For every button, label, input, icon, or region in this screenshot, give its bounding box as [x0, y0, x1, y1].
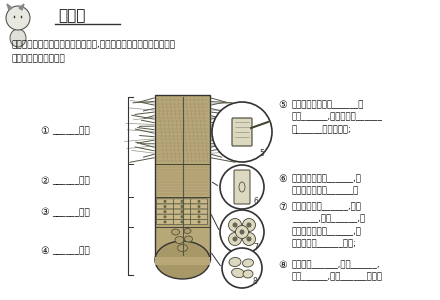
Text: 分细胞的特点及功能。: 分细胞的特点及功能。	[12, 54, 66, 63]
FancyBboxPatch shape	[157, 214, 173, 219]
FancyBboxPatch shape	[173, 204, 191, 209]
FancyBboxPatch shape	[232, 118, 252, 146]
Text: ______区；: ______区；	[52, 176, 90, 185]
Circle shape	[235, 226, 249, 238]
Circle shape	[198, 220, 201, 224]
Text: 使根尖长度不断______；: 使根尖长度不断______；	[292, 187, 359, 196]
Circle shape	[6, 6, 30, 30]
Circle shape	[198, 205, 201, 208]
FancyBboxPatch shape	[191, 209, 208, 214]
FancyBboxPatch shape	[155, 95, 210, 260]
Circle shape	[164, 215, 166, 218]
Circle shape	[180, 215, 183, 218]
Ellipse shape	[175, 236, 184, 244]
Circle shape	[220, 210, 264, 254]
Circle shape	[228, 232, 242, 245]
Circle shape	[228, 218, 242, 232]
Text: 该区细胞能迅速______,致: 该区细胞能迅速______,致	[292, 174, 362, 183]
Circle shape	[180, 210, 183, 213]
Ellipse shape	[10, 29, 26, 47]
FancyBboxPatch shape	[191, 214, 208, 219]
Circle shape	[180, 220, 183, 224]
FancyBboxPatch shape	[191, 219, 208, 224]
Circle shape	[222, 248, 262, 288]
Polygon shape	[19, 4, 24, 10]
Text: 排列______,具有______作用。: 排列______,具有______作用。	[292, 272, 383, 281]
Text: 和______的主要部位;: 和______的主要部位;	[292, 125, 352, 134]
Text: 不断地分裂产生______,它: 不断地分裂产生______,它	[292, 227, 362, 236]
Ellipse shape	[177, 244, 187, 251]
Circle shape	[232, 223, 238, 227]
Circle shape	[212, 102, 272, 162]
Text: ④: ④	[40, 246, 49, 256]
Text: 该区细胞体积______,近似: 该区细胞体积______,近似	[292, 202, 362, 211]
Circle shape	[246, 236, 252, 242]
Text: ______区；: ______区；	[52, 208, 90, 217]
Ellipse shape	[172, 229, 180, 235]
Circle shape	[164, 205, 166, 208]
FancyBboxPatch shape	[191, 199, 208, 204]
Text: 该区表皮细胞向外______形: 该区表皮细胞向外______形	[292, 100, 364, 109]
Text: ①: ①	[40, 126, 49, 136]
Text: ______区；: ______区；	[52, 247, 90, 256]
Text: ______,排列______,能: ______,排列______,能	[292, 214, 365, 224]
Ellipse shape	[184, 229, 191, 233]
Text: ⑤: ⑤	[278, 100, 287, 110]
Polygon shape	[7, 4, 12, 10]
FancyBboxPatch shape	[234, 170, 250, 204]
FancyBboxPatch shape	[173, 209, 191, 214]
Text: ⑦: ⑦	[278, 202, 287, 212]
Circle shape	[164, 220, 166, 224]
Text: ⑧: ⑧	[278, 260, 287, 270]
FancyBboxPatch shape	[157, 219, 173, 224]
FancyBboxPatch shape	[155, 257, 210, 265]
Circle shape	[198, 200, 201, 203]
FancyBboxPatch shape	[157, 209, 173, 214]
Text: 请根据根尖的立体结构和平面结构图,填写根尖的四个组成部分及各部: 请根据根尖的立体结构和平面结构图,填写根尖的四个组成部分及各部	[12, 40, 176, 49]
Ellipse shape	[231, 268, 244, 278]
FancyBboxPatch shape	[157, 204, 173, 209]
Circle shape	[220, 165, 264, 209]
Circle shape	[246, 223, 252, 227]
FancyBboxPatch shape	[157, 199, 173, 204]
Circle shape	[180, 200, 183, 203]
Ellipse shape	[243, 270, 253, 278]
Text: 7: 7	[253, 242, 258, 251]
Circle shape	[198, 215, 201, 218]
Text: 该区细胞______,形状______,: 该区细胞______,形状______,	[292, 260, 381, 269]
Circle shape	[180, 205, 183, 208]
Circle shape	[164, 200, 166, 203]
Text: 成的______,它是根吸收______: 成的______,它是根吸收______	[292, 112, 383, 122]
Circle shape	[242, 218, 256, 232]
Ellipse shape	[184, 236, 193, 242]
FancyBboxPatch shape	[173, 199, 191, 204]
Text: 是根生长的______部位;: 是根生长的______部位;	[292, 239, 357, 248]
Circle shape	[239, 230, 245, 235]
Circle shape	[232, 236, 238, 242]
Text: ⑥: ⑥	[278, 174, 287, 184]
Circle shape	[164, 210, 166, 213]
Ellipse shape	[155, 241, 210, 279]
Ellipse shape	[242, 259, 253, 267]
Text: ______区；: ______区；	[52, 126, 90, 135]
FancyBboxPatch shape	[173, 219, 191, 224]
Text: 6: 6	[253, 197, 258, 206]
Text: 5: 5	[260, 149, 264, 158]
Circle shape	[242, 232, 256, 245]
FancyBboxPatch shape	[191, 204, 208, 209]
Text: ②: ②	[40, 176, 49, 186]
Ellipse shape	[229, 257, 241, 266]
Text: ③: ③	[40, 207, 49, 217]
FancyBboxPatch shape	[173, 214, 191, 219]
Text: 识图题: 识图题	[58, 8, 85, 23]
Text: 8: 8	[253, 277, 257, 286]
Circle shape	[198, 210, 201, 213]
